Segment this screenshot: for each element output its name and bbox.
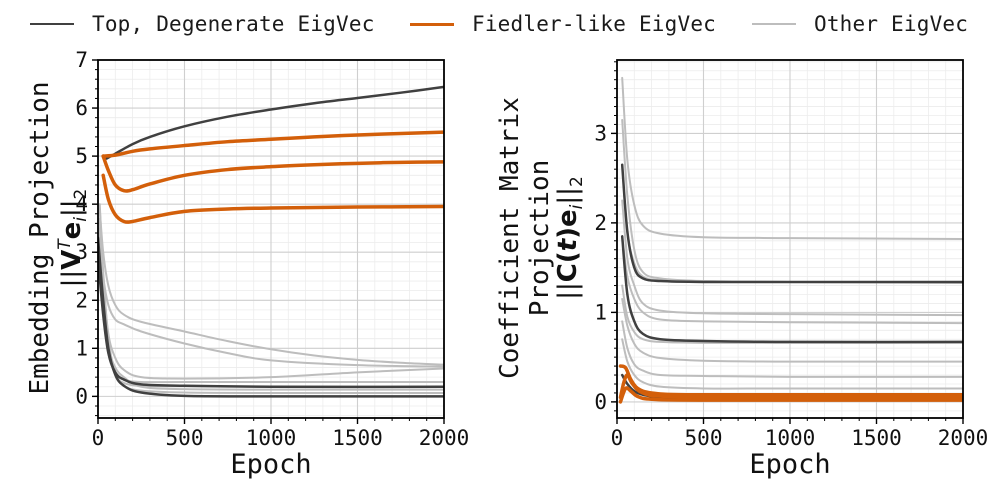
x-tick-label: 1500: [332, 426, 383, 450]
x-tick-label: 1000: [765, 426, 816, 450]
series-line-other-3: [621, 199, 963, 317]
y-tick-label: 3: [75, 240, 88, 264]
series-line-top-9: [620, 163, 963, 284]
legend-label-other: Other EigVec: [814, 12, 969, 36]
series-group: [618, 76, 963, 404]
y-tick-label: 0: [75, 384, 88, 408]
series-line-other-4: [621, 235, 963, 325]
y-tick-label: 1: [594, 300, 607, 324]
x-tick-label: 2000: [419, 426, 470, 450]
series-line-fiedler-11: [101, 154, 444, 193]
legend-swatch-fiedler: [410, 22, 454, 26]
series-line-top-10: [620, 235, 963, 344]
x-tick-label: 500: [685, 426, 723, 450]
series-line-other-6: [98, 207, 444, 366]
x-tick-label: 2000: [938, 426, 989, 450]
x-tick-label: 0: [611, 426, 624, 450]
y-tick-label: 0: [594, 390, 607, 414]
series-line-other-0: [621, 76, 963, 240]
y-tick-label: 4: [75, 192, 88, 216]
series-line-top-8: [98, 255, 444, 389]
x-tick-label: 0: [92, 426, 105, 450]
y-axis-title-line: Embedding Projection: [25, 81, 55, 394]
legend-swatch-top: [30, 23, 74, 25]
chart-embedding: 0 500 1000 1500 2000 0 1 2 3 4 5 6 7 Epoch Embedding P…: [25, 48, 469, 480]
series-line-fiedler-10: [101, 130, 444, 158]
x-axis-title: Epoch: [749, 449, 830, 480]
legend-label-fiedler: Fiedler-like EigVec: [472, 12, 717, 36]
series-line-other-7: [621, 320, 963, 378]
series-group: [98, 85, 444, 398]
y-tick-label: 5: [75, 144, 88, 168]
legend: Top, Degenerate EigVec Fiedler-like EigV…: [0, 0, 997, 52]
series-line-other-8: [621, 338, 963, 390]
x-axis-title: Epoch: [230, 449, 311, 480]
legend-label-top: Top, Degenerate EigVec: [92, 12, 375, 36]
y-tick-label: 6: [75, 96, 88, 120]
x-tick-label: 1000: [246, 426, 297, 450]
x-tick-label: 500: [166, 426, 204, 450]
y-tick-label: 2: [75, 288, 88, 312]
legend-item-top: Top, Degenerate EigVec: [30, 6, 375, 42]
legend-swatch-other: [752, 23, 796, 25]
series-line-fiedler-12: [101, 173, 444, 224]
y-axis-title-line: Coefficient Matrix: [495, 97, 525, 379]
legend-item-other: Other EigVec: [752, 6, 968, 42]
series-line-other-3: [98, 227, 444, 380]
series-line-other-5: [98, 236, 444, 368]
series-line-top-9: [105, 85, 444, 160]
series-line-fiedler-12: [618, 364, 963, 397]
y-axis-title-math: ||C(t)ei||2: [553, 176, 587, 300]
x-tick-label: 1500: [851, 426, 902, 450]
series-line-fiedler-14: [618, 386, 963, 404]
series-line-other-6: [621, 297, 963, 363]
chart-coefficient: 0 500 1000 1500 2000 0 1 2 3 Epoch Coefficient Mat…: [495, 59, 989, 480]
y-tick-label: 3: [594, 121, 607, 145]
y-tick-label: 1: [75, 336, 88, 360]
series-line-fiedler-13: [618, 373, 963, 400]
legend-item-fiedler: Fiedler-like EigVec: [410, 6, 716, 42]
y-tick-label: 2: [594, 211, 607, 235]
y-axis-title-line: Projection: [525, 160, 555, 317]
y-axis-title-math: ||VTei||2: [55, 189, 91, 288]
y-tick-label: 7: [75, 48, 88, 72]
